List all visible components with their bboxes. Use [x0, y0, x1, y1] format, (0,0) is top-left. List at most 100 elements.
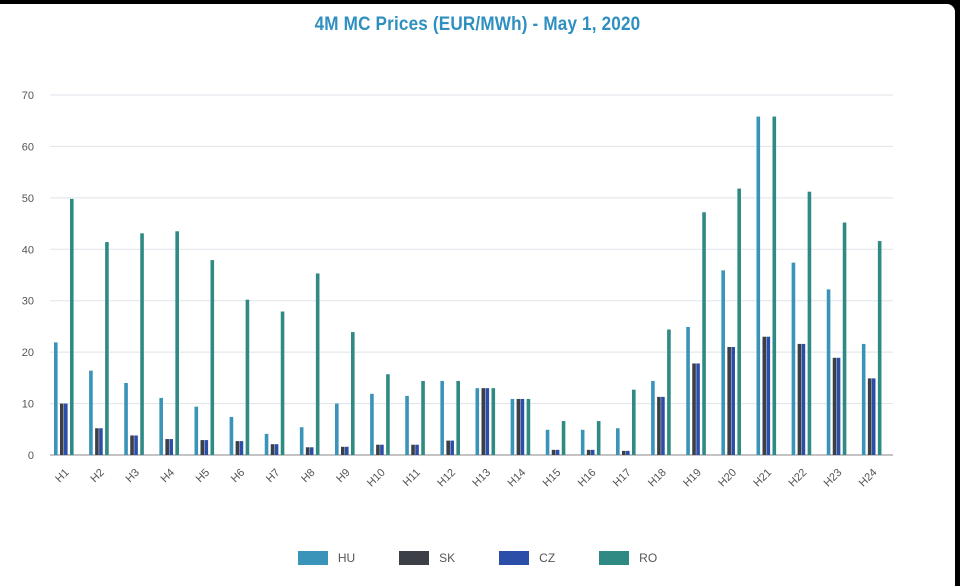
- bar-cz: [766, 336, 771, 455]
- x-tick-label: H5: [194, 467, 212, 485]
- bar-cz: [169, 439, 173, 455]
- bar-hu: [510, 398, 515, 455]
- x-tick-label: H3: [124, 467, 142, 485]
- bar-ro: [877, 241, 882, 455]
- bar-ro: [561, 421, 566, 455]
- y-tick-label: 50: [22, 193, 34, 205]
- y-tick-label: 0: [28, 450, 34, 462]
- bar-sk: [235, 441, 240, 455]
- bar-sk: [586, 449, 591, 455]
- legend-label-ro: RO: [639, 551, 658, 565]
- bar-ro: [737, 188, 741, 455]
- bar-hu: [686, 326, 690, 455]
- bar-cz: [520, 398, 525, 455]
- bar-sk: [762, 336, 767, 455]
- x-tick-label: H10: [365, 467, 388, 490]
- x-tick-label: H4: [159, 467, 177, 485]
- x-tick-label: H17: [611, 467, 634, 490]
- bar-ro: [702, 212, 706, 455]
- bar-cz: [836, 357, 841, 455]
- bar-sk: [622, 450, 626, 455]
- bar-hu: [194, 406, 199, 455]
- bar-sk: [341, 446, 345, 455]
- legend-swatch-hu: [297, 551, 328, 565]
- bar-sk: [692, 363, 696, 455]
- legend-item-hu[interactable]: HU: [297, 551, 355, 565]
- bar-hu: [440, 380, 444, 455]
- bar-sk: [657, 396, 661, 455]
- bar-hu: [475, 388, 480, 455]
- bar-ro: [175, 231, 179, 455]
- bar-ro: [456, 380, 460, 455]
- bar-cz: [64, 403, 68, 455]
- bar-sk: [165, 439, 169, 455]
- bar-ro: [210, 260, 215, 455]
- bar-sk: [446, 440, 450, 455]
- x-tick-label: H13: [470, 467, 493, 490]
- chart-frame: [0, 4, 955, 586]
- y-tick-label: 30: [22, 296, 34, 308]
- bar-cz: [99, 428, 103, 455]
- x-tick-label: H23: [822, 467, 845, 490]
- bar-ro: [140, 233, 144, 455]
- bar-sk: [411, 444, 415, 455]
- bar-sk: [832, 357, 837, 455]
- bar-hu: [651, 380, 655, 455]
- x-tick-label: H14: [506, 467, 529, 490]
- bar-cz: [274, 444, 279, 455]
- bar-hu: [229, 416, 234, 455]
- bar-sk: [867, 378, 872, 455]
- bar-hu: [159, 397, 163, 455]
- legend-item-sk[interactable]: SK: [399, 551, 455, 565]
- bar-hu: [545, 429, 550, 455]
- bar-hu: [54, 342, 58, 455]
- y-tick-label: 60: [22, 141, 34, 153]
- bar-ro: [280, 311, 285, 455]
- bar-cz: [485, 388, 490, 455]
- bar-cz: [801, 343, 806, 455]
- bar-hu: [861, 343, 866, 455]
- bar-hu: [580, 429, 585, 455]
- chart-title: 4M MC Prices (EUR/MWh) - May 1, 2020: [314, 14, 641, 35]
- bar-hu: [756, 116, 761, 455]
- bar-hu: [124, 383, 128, 455]
- x-tick-label: H11: [401, 467, 423, 489]
- bar-ro: [526, 398, 531, 455]
- bar-hu: [299, 427, 304, 455]
- bar-ro: [772, 116, 777, 455]
- x-tick-label: H1: [53, 467, 71, 485]
- bar-cz: [731, 347, 735, 455]
- legend-item-cz[interactable]: CZ: [499, 551, 555, 565]
- bar-cz: [555, 449, 560, 455]
- bar-ro: [632, 389, 636, 455]
- bar-hu: [370, 393, 374, 455]
- bar-ro: [105, 242, 109, 455]
- bar-sk: [797, 343, 802, 455]
- bar-cz: [309, 447, 314, 455]
- bar-cz: [871, 378, 876, 455]
- bar-sk: [376, 444, 380, 455]
- bar-cz: [380, 444, 384, 455]
- bar-sk: [270, 444, 275, 455]
- x-tick-label: H21: [751, 467, 774, 490]
- bar-hu: [335, 403, 339, 455]
- legend-item-ro[interactable]: RO: [599, 551, 657, 565]
- legend-label-sk: SK: [439, 551, 456, 565]
- bar-hu: [826, 289, 831, 455]
- bar-cz: [590, 449, 595, 455]
- legend-swatch-sk: [399, 551, 430, 565]
- x-tick-label: H6: [229, 467, 247, 485]
- bar-ro: [351, 332, 355, 455]
- y-tick-label: 70: [22, 90, 34, 102]
- bar-ro: [386, 374, 390, 455]
- bar-hu: [721, 270, 725, 455]
- bar-hu: [791, 262, 796, 455]
- bar-cz: [626, 450, 630, 455]
- bar-sk: [481, 388, 486, 455]
- bar-cz: [204, 440, 209, 455]
- bar-cz: [696, 363, 700, 455]
- bar-cz: [134, 435, 138, 455]
- bar-sk: [551, 449, 556, 455]
- bar-hu: [264, 433, 269, 455]
